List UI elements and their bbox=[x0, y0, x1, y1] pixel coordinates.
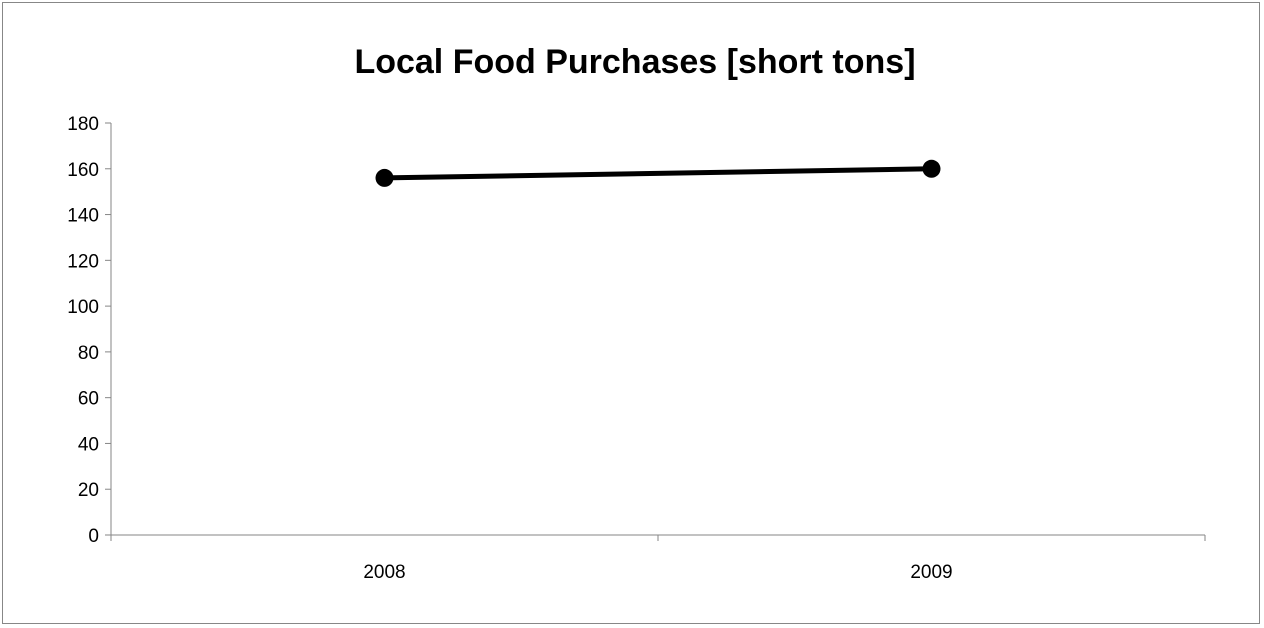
y-tick-label: 160 bbox=[67, 160, 99, 181]
y-tick-label: 180 bbox=[67, 114, 99, 135]
x-tick-label: 2009 bbox=[910, 562, 952, 583]
data-point bbox=[375, 168, 394, 187]
series-layer bbox=[375, 159, 941, 187]
line-chart: Local Food Purchases [short tons] 0 20 40 6… bbox=[67, 43, 1206, 583]
y-tick-label: 60 bbox=[78, 389, 99, 410]
y-tick-label: 40 bbox=[78, 434, 99, 455]
series-line bbox=[384, 166, 932, 181]
y-axis: 0 20 40 60 80 100 120 140 160 180 bbox=[67, 114, 112, 547]
x-tick-label: 2008 bbox=[363, 562, 405, 583]
y-tick-label: 120 bbox=[67, 251, 99, 272]
y-tick-label: 20 bbox=[78, 480, 99, 501]
x-axis: 2008 2009 bbox=[110, 534, 1206, 583]
y-tick-label: 140 bbox=[67, 206, 99, 227]
y-tick-label: 0 bbox=[88, 526, 99, 547]
data-point bbox=[922, 159, 941, 178]
y-tick-label: 80 bbox=[78, 343, 99, 364]
y-tick-label: 100 bbox=[67, 297, 99, 318]
chart-title: Local Food Purchases [short tons] bbox=[354, 43, 915, 81]
